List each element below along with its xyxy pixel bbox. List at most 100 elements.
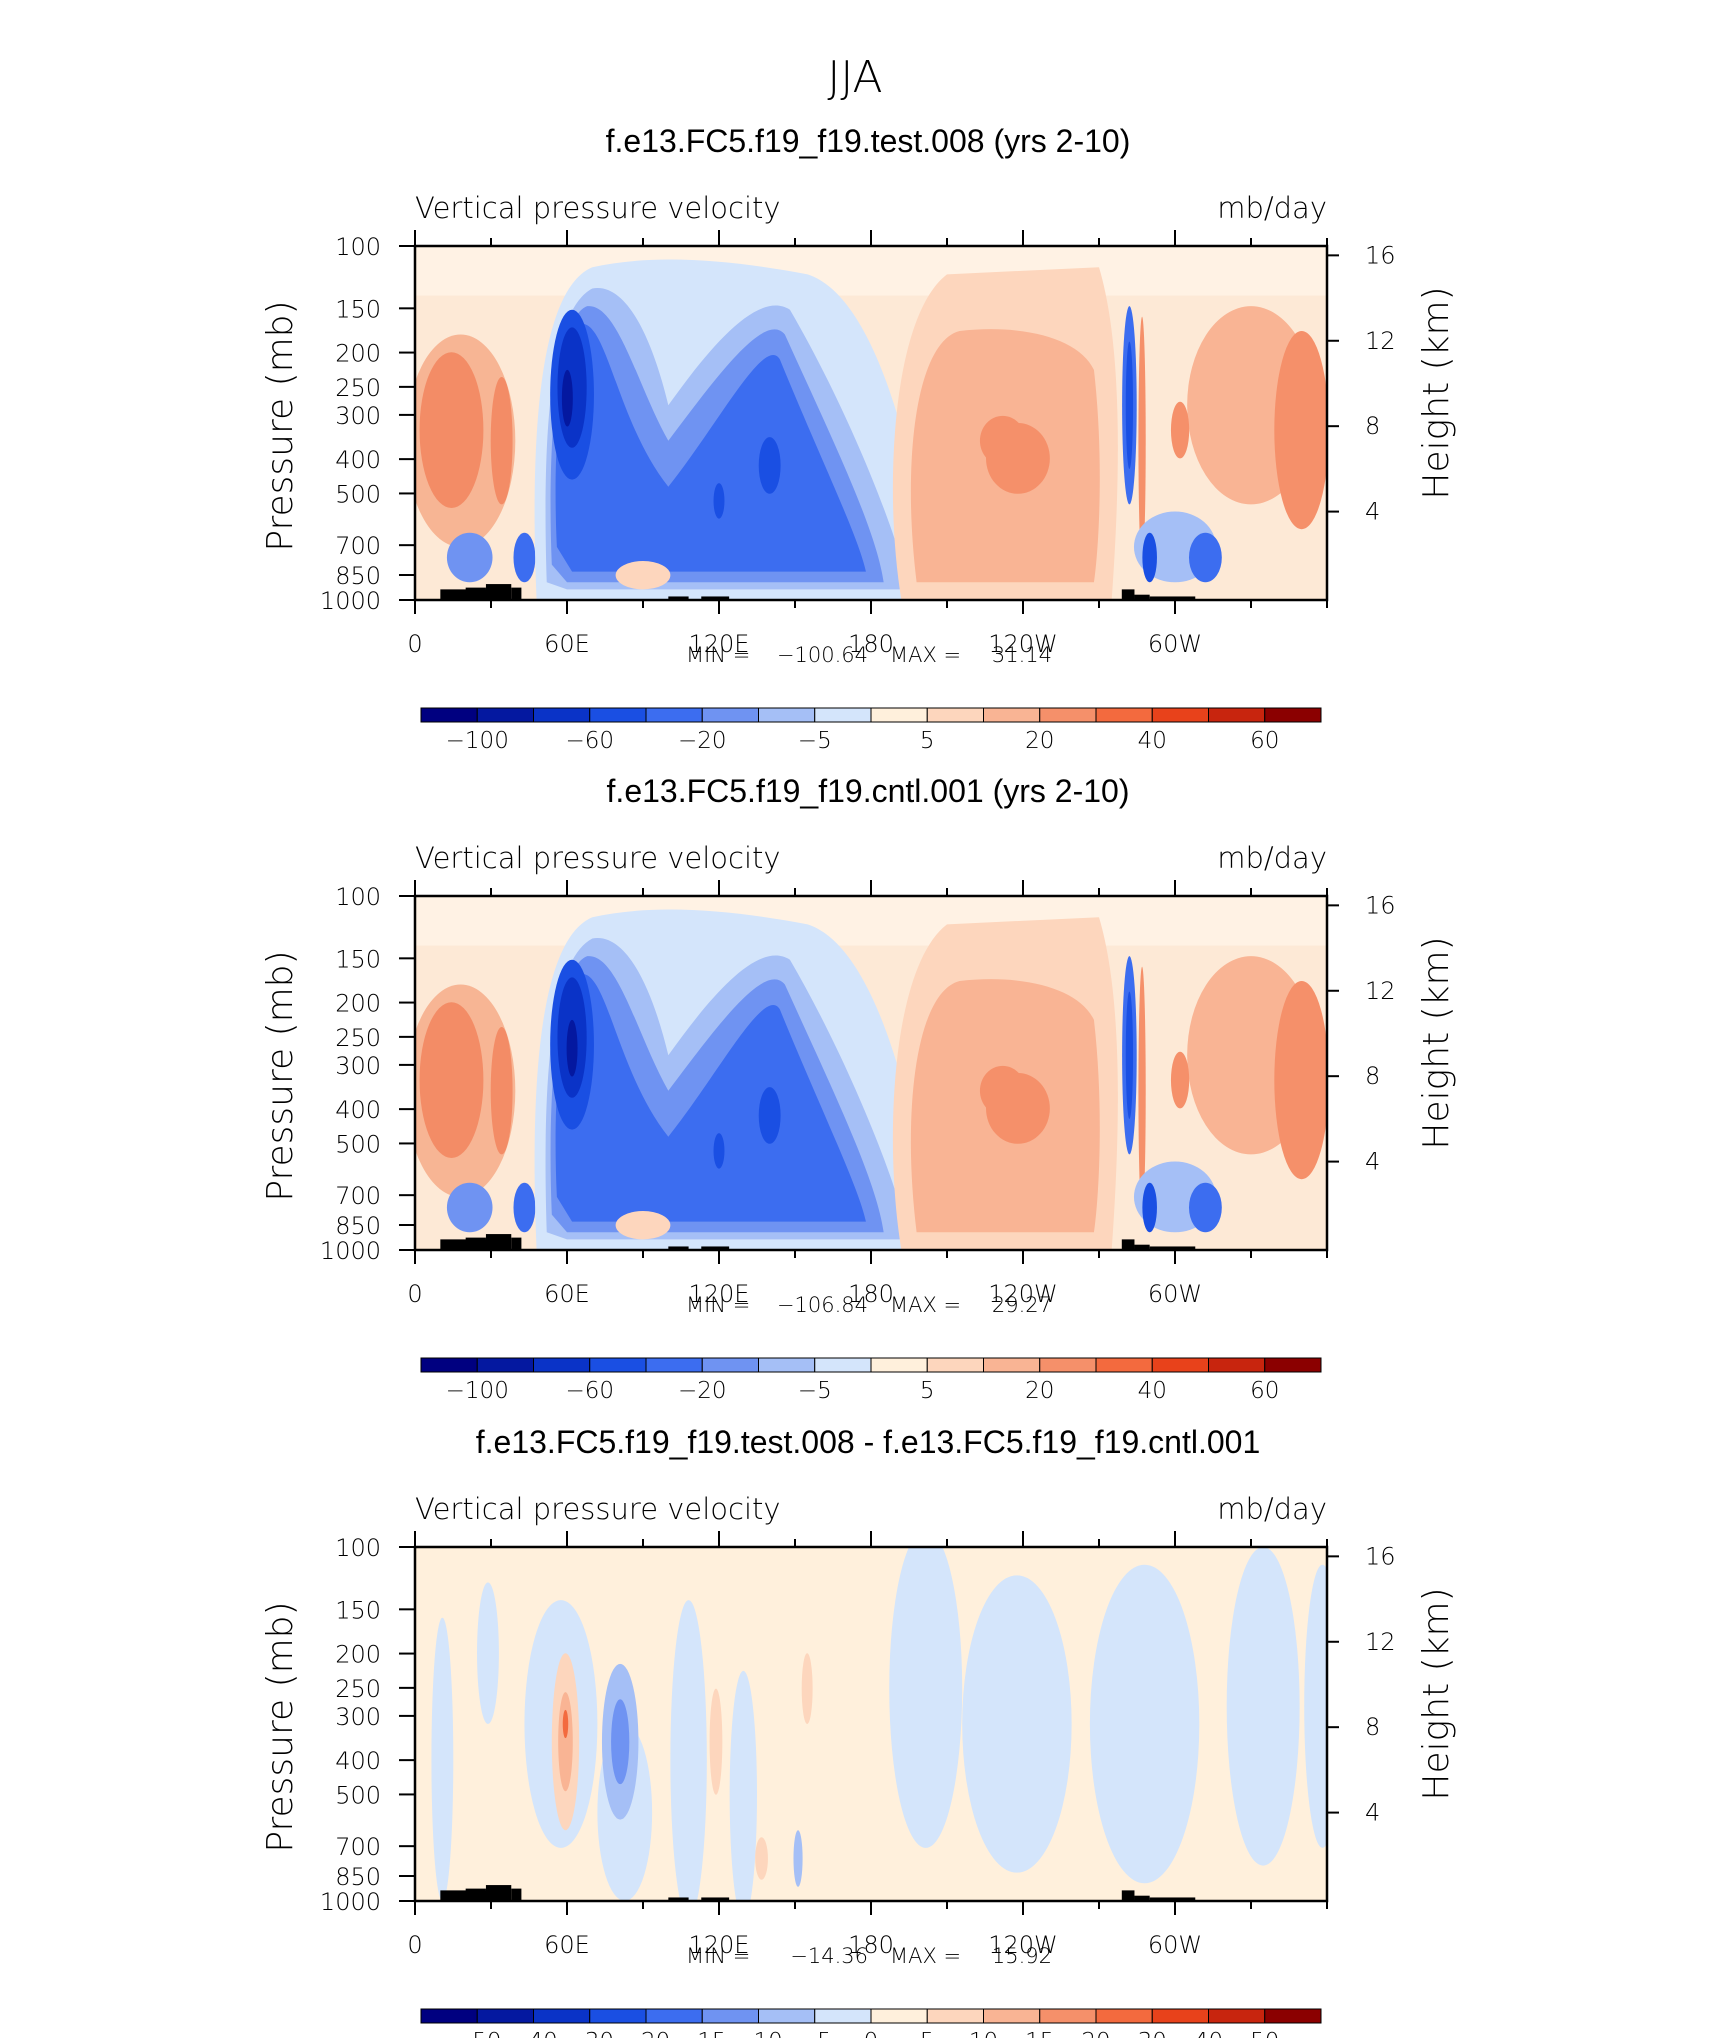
ytick-label: 850 <box>335 562 381 590</box>
colorbar-label: 40 <box>1138 1378 1167 1404</box>
xtick-label: 120W <box>988 1931 1058 1959</box>
field-band-top <box>415 246 1327 296</box>
xtick-label: 60E <box>544 1280 590 1308</box>
max-label: MAX = <box>890 1944 961 1968</box>
ytick-right-label: 8 <box>1365 1713 1380 1741</box>
colorbar-label: −15 <box>678 2029 727 2038</box>
variable-label: Vertical pressure velocity <box>415 841 781 875</box>
colorbar-swatch <box>645 1357 703 1373</box>
variable-label: Vertical pressure velocity <box>415 1492 781 1526</box>
colorbar-label: −50 <box>453 2029 502 2038</box>
negative-region-lowlevel-b <box>513 1182 536 1233</box>
colorbar-swatch <box>926 2008 984 2024</box>
colorbar-label: −20 <box>622 2029 671 2038</box>
negative-region-diff-g <box>889 1547 963 1848</box>
positive-region-diff-c <box>562 1709 569 1739</box>
chart-panel-2: f.e13.FC5.f19_f19.cntl.001 (yrs 2-10) Ver… <box>260 773 1457 1404</box>
contour-field <box>415 246 1327 600</box>
colorbar-swatch <box>645 707 703 723</box>
xtick-label: 120W <box>988 630 1058 658</box>
units-label: mb/day <box>1217 841 1327 875</box>
negative-region-atlantic-core <box>1188 532 1222 583</box>
negative-region-lowlevel-a <box>446 1182 493 1233</box>
colorbar-swatch <box>1039 707 1097 723</box>
topography-mask <box>1121 1239 1135 1250</box>
negative-region-diff-i <box>1089 1564 1200 1884</box>
ytick-right-label: 4 <box>1365 1799 1380 1827</box>
ytick-right-label: 12 <box>1365 1628 1396 1656</box>
topography-mask <box>1134 1895 1150 1901</box>
negative-region-lowlevel-b <box>513 532 536 583</box>
ytick-label: 300 <box>335 1703 381 1731</box>
colorbar-swatch <box>870 707 928 723</box>
colorbar-swatch <box>533 1357 591 1373</box>
variable-label: Vertical pressure velocity <box>415 191 781 225</box>
colorbar-swatch <box>476 2008 534 2024</box>
positive-region-bay <box>615 1211 671 1240</box>
ytick-right-label: 16 <box>1365 891 1396 919</box>
ylabel: Pressure (mb) <box>260 950 301 1201</box>
ytick-right-label: 4 <box>1365 1148 1380 1176</box>
colorbar-swatch <box>476 1357 534 1373</box>
colorbar-swatch <box>1095 1357 1153 1373</box>
colorbar-label: −100 <box>446 728 509 754</box>
negative-region-indian-peak <box>561 369 573 427</box>
xtick-label: 120E <box>689 1931 750 1959</box>
chart-panel-1: f.e13.FC5.f19_f19.test.008 (yrs 2-10) Ver… <box>260 123 1457 754</box>
ylabel-right: Height (km) <box>1416 936 1457 1149</box>
colorbar-swatch <box>983 1357 1041 1373</box>
colorbar-swatch <box>420 707 478 723</box>
negative-region-diff-a <box>431 1617 454 1901</box>
colorbar-label: 20 <box>1081 2029 1110 2038</box>
xtick-label: 60E <box>544 630 590 658</box>
ytick-right-label: 4 <box>1365 498 1380 526</box>
ytick-label: 700 <box>335 532 381 560</box>
units-label: mb/day <box>1217 191 1327 225</box>
colorbar-swatch <box>758 2008 816 2024</box>
colorbar-swatch <box>589 2008 647 2024</box>
colorbar-label: 5 <box>920 2029 935 2038</box>
negative-region-diff-f <box>729 1670 757 1901</box>
colorbar-swatch <box>701 2008 759 2024</box>
negative-region-diff-k <box>1304 1564 1327 1848</box>
colorbar-swatch <box>983 2008 1041 2024</box>
colorbar-swatch <box>645 2008 703 2024</box>
ytick-right-label: 12 <box>1365 327 1396 355</box>
topography-mask <box>1149 596 1196 600</box>
topography-mask <box>485 584 512 600</box>
ytick-label: 500 <box>335 1130 381 1158</box>
negative-region-atlantic-core-b <box>1142 1182 1157 1233</box>
topography-mask <box>668 596 689 600</box>
panel-title: f.e13.FC5.f19_f19.cntl.001 (yrs 2-10) <box>607 773 1130 809</box>
panel-title: f.e13.FC5.f19_f19.test.008 (yrs 2-10) <box>606 123 1131 159</box>
contour-field <box>415 896 1327 1250</box>
ytick-label: 400 <box>335 1096 381 1124</box>
negative-region-diff-e <box>670 1600 707 1901</box>
ytick-label: 700 <box>335 1833 381 1861</box>
ytick-right-label: 16 <box>1365 1542 1396 1570</box>
ytick-label: 100 <box>335 233 381 261</box>
colorbar-swatch <box>814 707 872 723</box>
colorbar-swatch <box>926 1357 984 1373</box>
xtick-label: 0 <box>407 1280 422 1308</box>
positive-region-west-strip <box>490 1026 513 1155</box>
ytick-label: 1000 <box>320 587 381 615</box>
colorbar-swatch <box>1151 1357 1209 1373</box>
colorbar-label: −5 <box>798 2029 832 2038</box>
negative-region-westpacific-core <box>758 437 781 494</box>
positive-region-atlantic-patch <box>1170 401 1190 459</box>
negative-region-westpacific-core <box>758 1087 781 1144</box>
xtick-label: 180 <box>848 1931 894 1959</box>
colorbar-swatch <box>589 1357 647 1373</box>
ytick-right-label: 16 <box>1365 241 1396 269</box>
chart-panel-3: f.e13.FC5.f19_f19.test.008 - f.e13.FC5.f… <box>260 1424 1457 2038</box>
ytick-label: 1000 <box>320 1237 381 1265</box>
colorbar-swatch <box>926 707 984 723</box>
ylabel: Pressure (mb) <box>260 1601 301 1852</box>
positive-region-andes-strip <box>1138 966 1146 1215</box>
ytick-right-label: 8 <box>1365 412 1380 440</box>
colorbar-label: −10 <box>734 2029 783 2038</box>
topography-mask <box>701 1897 730 1901</box>
page-title: JJA <box>827 52 882 103</box>
topography-mask <box>511 1888 522 1901</box>
